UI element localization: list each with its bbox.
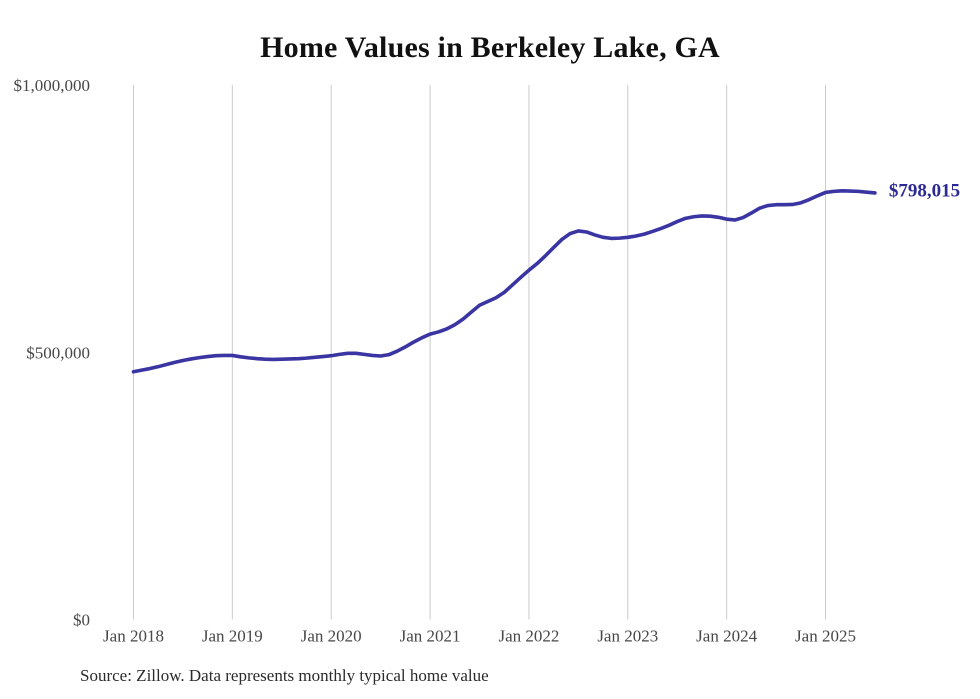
y-tick-label: $1,000,000: [14, 76, 91, 95]
source-note: Source: Zillow. Data represents monthly …: [80, 666, 489, 685]
x-tick-label: Jan 2025: [795, 627, 856, 646]
chart-title: Home Values in Berkeley Lake, GA: [260, 31, 720, 64]
x-tick-label: Jan 2019: [202, 627, 263, 646]
x-tick-label: Jan 2023: [597, 627, 658, 646]
x-tick-label: Jan 2018: [103, 627, 164, 646]
x-tick-label: Jan 2024: [696, 627, 757, 646]
x-tick-label: Jan 2020: [301, 627, 362, 646]
x-tick-label: Jan 2022: [498, 627, 559, 646]
price-line: [131, 189, 877, 374]
y-tick-label: $500,000: [26, 343, 90, 362]
y-tick-label: $0: [73, 611, 90, 630]
current-value-label: $798,015: [889, 180, 960, 201]
x-tick-label: Jan 2021: [400, 627, 461, 646]
